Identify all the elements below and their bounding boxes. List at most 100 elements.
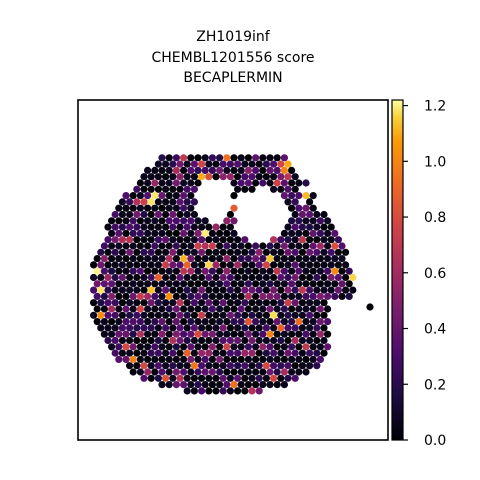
spot-point [349, 273, 357, 282]
spot-point [183, 311, 191, 319]
spot-point [234, 173, 242, 181]
spot-point [255, 261, 263, 269]
spot-point [226, 223, 234, 231]
spot-point [122, 330, 130, 338]
spot-point [302, 179, 310, 187]
spot-point [270, 236, 278, 244]
spot-point [162, 311, 170, 319]
spot-point [201, 229, 209, 237]
spot-point [183, 248, 191, 256]
spot-point [190, 273, 198, 282]
spot-point [190, 223, 198, 231]
spot-point [201, 292, 209, 300]
spot-point [147, 173, 155, 181]
spot-point [144, 267, 152, 275]
spot-point [126, 299, 134, 307]
spot-point [172, 318, 180, 326]
spot-point [309, 330, 317, 338]
spot-point [252, 179, 260, 187]
spot-point [208, 343, 216, 351]
spot-point [118, 299, 126, 307]
spot-point [115, 267, 123, 275]
spot-point [252, 368, 260, 376]
spot-point [288, 166, 296, 174]
spot-point [100, 280, 108, 288]
spot-point [180, 267, 188, 275]
spot-point [291, 236, 299, 244]
spot-point [266, 154, 274, 162]
spot-point [183, 185, 191, 193]
spot-point [169, 374, 177, 382]
spot-point [154, 336, 162, 345]
spot-point [212, 261, 220, 269]
spot-point [320, 210, 328, 219]
spot-point [277, 286, 285, 294]
spot-point [115, 204, 123, 212]
spot-point [111, 210, 119, 219]
spot-point [230, 355, 238, 363]
spot-point [180, 381, 188, 389]
spot-point [172, 330, 180, 338]
spot-point [180, 192, 188, 200]
spot-point [270, 273, 278, 282]
spot-point [288, 368, 296, 376]
spot-point [190, 185, 198, 193]
spot-point [187, 305, 195, 313]
spot-point [111, 261, 119, 269]
spot-point [273, 280, 281, 288]
spot-point [180, 204, 188, 212]
spot-point [165, 330, 173, 338]
spot-point [266, 166, 274, 174]
spot-point [104, 286, 112, 294]
spot-point [291, 299, 299, 307]
spot-point [176, 311, 184, 319]
spot-point [147, 223, 155, 231]
spot-point [219, 248, 227, 256]
spot-point [338, 255, 346, 263]
spot-point [183, 349, 191, 357]
spot-point [226, 273, 234, 282]
spot-point [115, 330, 123, 338]
spot-point [230, 343, 238, 351]
spot-point [198, 223, 206, 231]
spot-point [216, 255, 224, 263]
spot-point [115, 343, 123, 351]
spot-point [302, 355, 310, 363]
spot-point [194, 330, 202, 338]
spot-point [277, 236, 285, 244]
spot-point [226, 248, 234, 256]
spot-point [140, 210, 148, 219]
spot-point [241, 311, 249, 319]
spot-point [187, 368, 195, 376]
spot-point [219, 336, 227, 345]
spot-point [100, 330, 108, 338]
spot-point [122, 343, 130, 351]
spot-point [176, 185, 184, 193]
spot-point [129, 355, 137, 363]
spot-point [320, 261, 328, 269]
spot-point [306, 198, 314, 206]
spot-point [295, 192, 303, 200]
spot-point [115, 255, 123, 263]
spot-point [216, 166, 224, 174]
spot-point [288, 255, 296, 263]
spot-point [133, 362, 141, 370]
spot-point [126, 261, 134, 269]
spot-point [226, 349, 234, 357]
spot-point [115, 217, 123, 225]
spot-point [288, 242, 296, 250]
spot-point [104, 336, 112, 345]
spot-point [342, 286, 350, 294]
spot-point [327, 248, 335, 256]
spot-point [144, 318, 152, 326]
spot-point [248, 362, 256, 370]
spot-point [162, 299, 170, 307]
spot-point [140, 362, 148, 370]
spot-point [205, 273, 213, 282]
spot-point [241, 236, 249, 244]
spot-point [241, 273, 249, 282]
spot-point [144, 217, 152, 225]
spot-point [144, 330, 152, 338]
spot-point [277, 324, 285, 332]
spot-point [252, 242, 260, 250]
